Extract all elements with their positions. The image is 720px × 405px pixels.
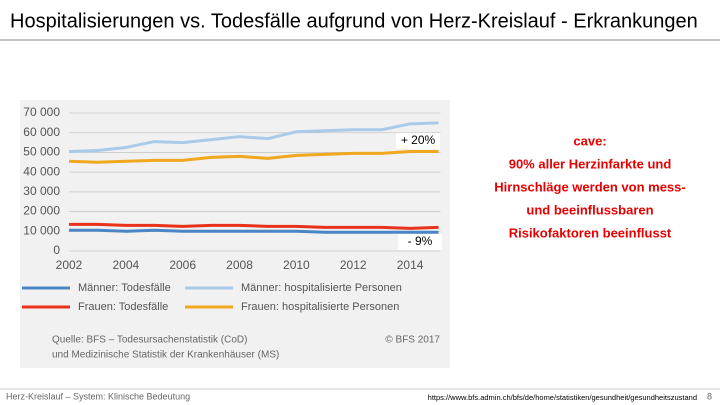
source: Quelle: BFS – Todesursachenstatistik (Co… xyxy=(52,335,247,346)
page-number: 8 xyxy=(707,391,712,401)
footer-left: Herz-Kreislauf – System: Klinische Bedeu… xyxy=(6,391,190,401)
note-line: und beeinflussbaren xyxy=(526,202,653,217)
y-tick-label: 60 000 xyxy=(23,125,60,139)
chart: 0 10 000 20 000 30 000 40 000 50 000 60 000 70 … xyxy=(22,105,442,313)
note-line: cave: xyxy=(573,133,606,148)
legend-label: Männer: hospitalisierte Personen xyxy=(241,282,402,294)
y-tick-label: 10 000 xyxy=(23,223,60,237)
legend-label: Männer: Todesfälle xyxy=(78,282,171,294)
annotation-box xyxy=(398,234,442,250)
x-tick-label: 2010 xyxy=(283,258,310,272)
line xyxy=(68,149,439,164)
footer-url: https://www.bfs.admin.ch/bfs/de/home/sta… xyxy=(428,393,697,402)
x-tick-label: 2014 xyxy=(397,258,424,272)
slide-title: Hospitalisierungen vs. Todesfälle aufgru… xyxy=(10,10,698,32)
y-tick-label: 30 000 xyxy=(23,184,60,198)
x-tick-label: 2006 xyxy=(169,258,196,272)
note-line: Hirnschläge werden von mess- xyxy=(494,179,685,194)
annotation: - 9% xyxy=(408,234,433,248)
y-tick-label: 70 000 xyxy=(23,105,60,119)
x-tick-label: 2002 xyxy=(56,258,83,272)
x-tick-label: 2004 xyxy=(112,258,139,272)
chart-panel xyxy=(20,100,450,368)
annotation-box xyxy=(396,133,440,149)
x-tick-label: 2008 xyxy=(226,258,253,272)
y-tick-label: 40 000 xyxy=(23,164,60,178)
x-tick-label: 2012 xyxy=(340,258,367,272)
annotation: + 20% xyxy=(401,133,436,147)
y-tick-label: 50 000 xyxy=(23,145,60,159)
legend-label: Frauen: hospitalisierte Personen xyxy=(241,301,399,313)
legend-label: Frauen: Todesfälle xyxy=(78,301,168,313)
line xyxy=(69,228,439,234)
copyright: © BFS 2017 xyxy=(385,335,440,346)
line xyxy=(69,222,439,230)
y-tick-label: 20 000 xyxy=(23,204,60,218)
source: und Medizinische Statistik der Krankenhä… xyxy=(52,350,279,361)
note: cave: 90% aller Herzinfarkte und Hirnschlä… xyxy=(494,133,685,240)
note-line: 90% aller Herzinfarkte und xyxy=(509,156,672,171)
note-line: Risikofaktoren beeinflusst xyxy=(509,225,672,240)
line xyxy=(68,121,439,153)
y-tick-label: 0 xyxy=(53,243,60,257)
